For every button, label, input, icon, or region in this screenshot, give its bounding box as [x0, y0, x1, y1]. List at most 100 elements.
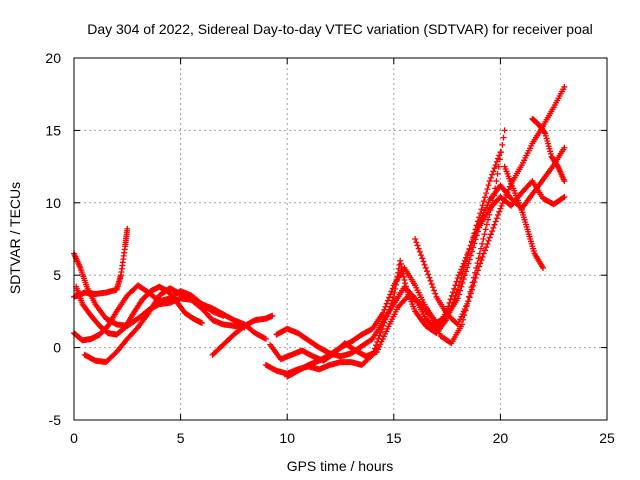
data-point — [472, 275, 479, 282]
data-point — [490, 168, 497, 175]
data-point — [484, 186, 491, 193]
data-point — [477, 260, 484, 267]
data-point — [483, 221, 490, 228]
data-point — [486, 234, 493, 241]
data-point — [483, 244, 490, 251]
data-point — [479, 253, 486, 260]
data-point — [450, 289, 457, 296]
data-point — [447, 296, 454, 303]
data-point — [474, 228, 481, 235]
data-point — [262, 335, 269, 342]
data-point — [458, 266, 465, 273]
y-tick-label: 20 — [45, 50, 61, 66]
data-point — [387, 291, 394, 298]
data-point — [493, 178, 500, 185]
data-point — [415, 245, 422, 252]
data-point — [410, 294, 417, 301]
data-point — [498, 202, 505, 209]
data-point — [384, 297, 391, 304]
data-point — [453, 278, 460, 285]
y-tick-label: 5 — [53, 267, 61, 283]
data-point — [474, 267, 481, 274]
data-point — [496, 208, 503, 215]
x-tick-label: 10 — [279, 430, 295, 446]
data-point — [427, 277, 434, 284]
data-point — [454, 275, 461, 282]
data-point — [480, 250, 487, 257]
data-point — [377, 329, 384, 336]
data-point — [383, 300, 390, 307]
data-point — [490, 224, 497, 231]
data-point — [380, 309, 387, 316]
x-tick-label: 0 — [70, 430, 78, 446]
data-point — [541, 129, 548, 136]
tick-labels: 0 5 10 15 20 25 -5 0 5 10 15 20 — [45, 50, 615, 446]
data-point — [561, 144, 568, 151]
data-point — [414, 242, 421, 249]
data-point — [419, 255, 426, 262]
data-point — [476, 263, 483, 270]
data-point — [495, 163, 502, 170]
data-point — [467, 290, 474, 297]
data-point — [492, 218, 499, 225]
data-point — [431, 287, 438, 294]
data-point — [461, 272, 468, 279]
series-track-4 — [81, 285, 269, 366]
data-point — [468, 286, 475, 293]
data-point — [560, 194, 567, 201]
data-point — [491, 221, 498, 228]
data-point — [463, 254, 470, 261]
data-point — [416, 248, 423, 255]
y-tick-label: 0 — [53, 340, 61, 356]
data-point — [478, 257, 485, 264]
data-point — [501, 127, 508, 134]
data-point — [426, 274, 433, 281]
data-point — [269, 312, 276, 319]
data-point — [413, 239, 420, 246]
data-point — [500, 197, 507, 204]
data-point — [482, 226, 489, 233]
data-point — [412, 236, 419, 242]
data-point — [401, 277, 408, 284]
data-point — [493, 158, 500, 165]
series-track-12 — [501, 163, 547, 271]
data-point — [471, 278, 478, 285]
data-point — [493, 215, 500, 222]
data-point — [460, 276, 467, 283]
data-point — [480, 236, 487, 242]
data-point — [486, 178, 493, 185]
data-point — [487, 231, 494, 238]
data-point — [473, 232, 480, 239]
series-track-1 — [71, 250, 248, 331]
data-point — [465, 298, 472, 305]
series-track-13 — [529, 115, 568, 185]
y-tick-label: 10 — [45, 195, 61, 211]
series-track-10 — [284, 178, 568, 380]
x-tick-label: 20 — [493, 430, 509, 446]
data-point — [429, 284, 436, 291]
data-point — [389, 285, 396, 292]
series-track-6 — [209, 312, 276, 358]
data-point — [465, 260, 472, 267]
data-point — [425, 271, 432, 278]
data-point — [373, 342, 380, 349]
x-tick-label: 5 — [177, 430, 185, 446]
y-tick-label: -5 — [49, 412, 62, 428]
data-point — [386, 294, 393, 301]
x-axis-label: GPS time / hours — [287, 458, 394, 474]
data-point — [432, 290, 439, 297]
data-point — [457, 269, 464, 276]
data-point — [452, 282, 459, 289]
data-point — [391, 289, 398, 296]
data-point — [421, 261, 428, 268]
data-point — [124, 225, 131, 232]
data-point — [397, 257, 404, 264]
data-point — [492, 161, 499, 168]
data-point — [496, 152, 503, 159]
data-point — [448, 292, 455, 299]
data-point — [495, 212, 502, 219]
data-point — [504, 189, 511, 196]
data-point — [498, 149, 505, 156]
